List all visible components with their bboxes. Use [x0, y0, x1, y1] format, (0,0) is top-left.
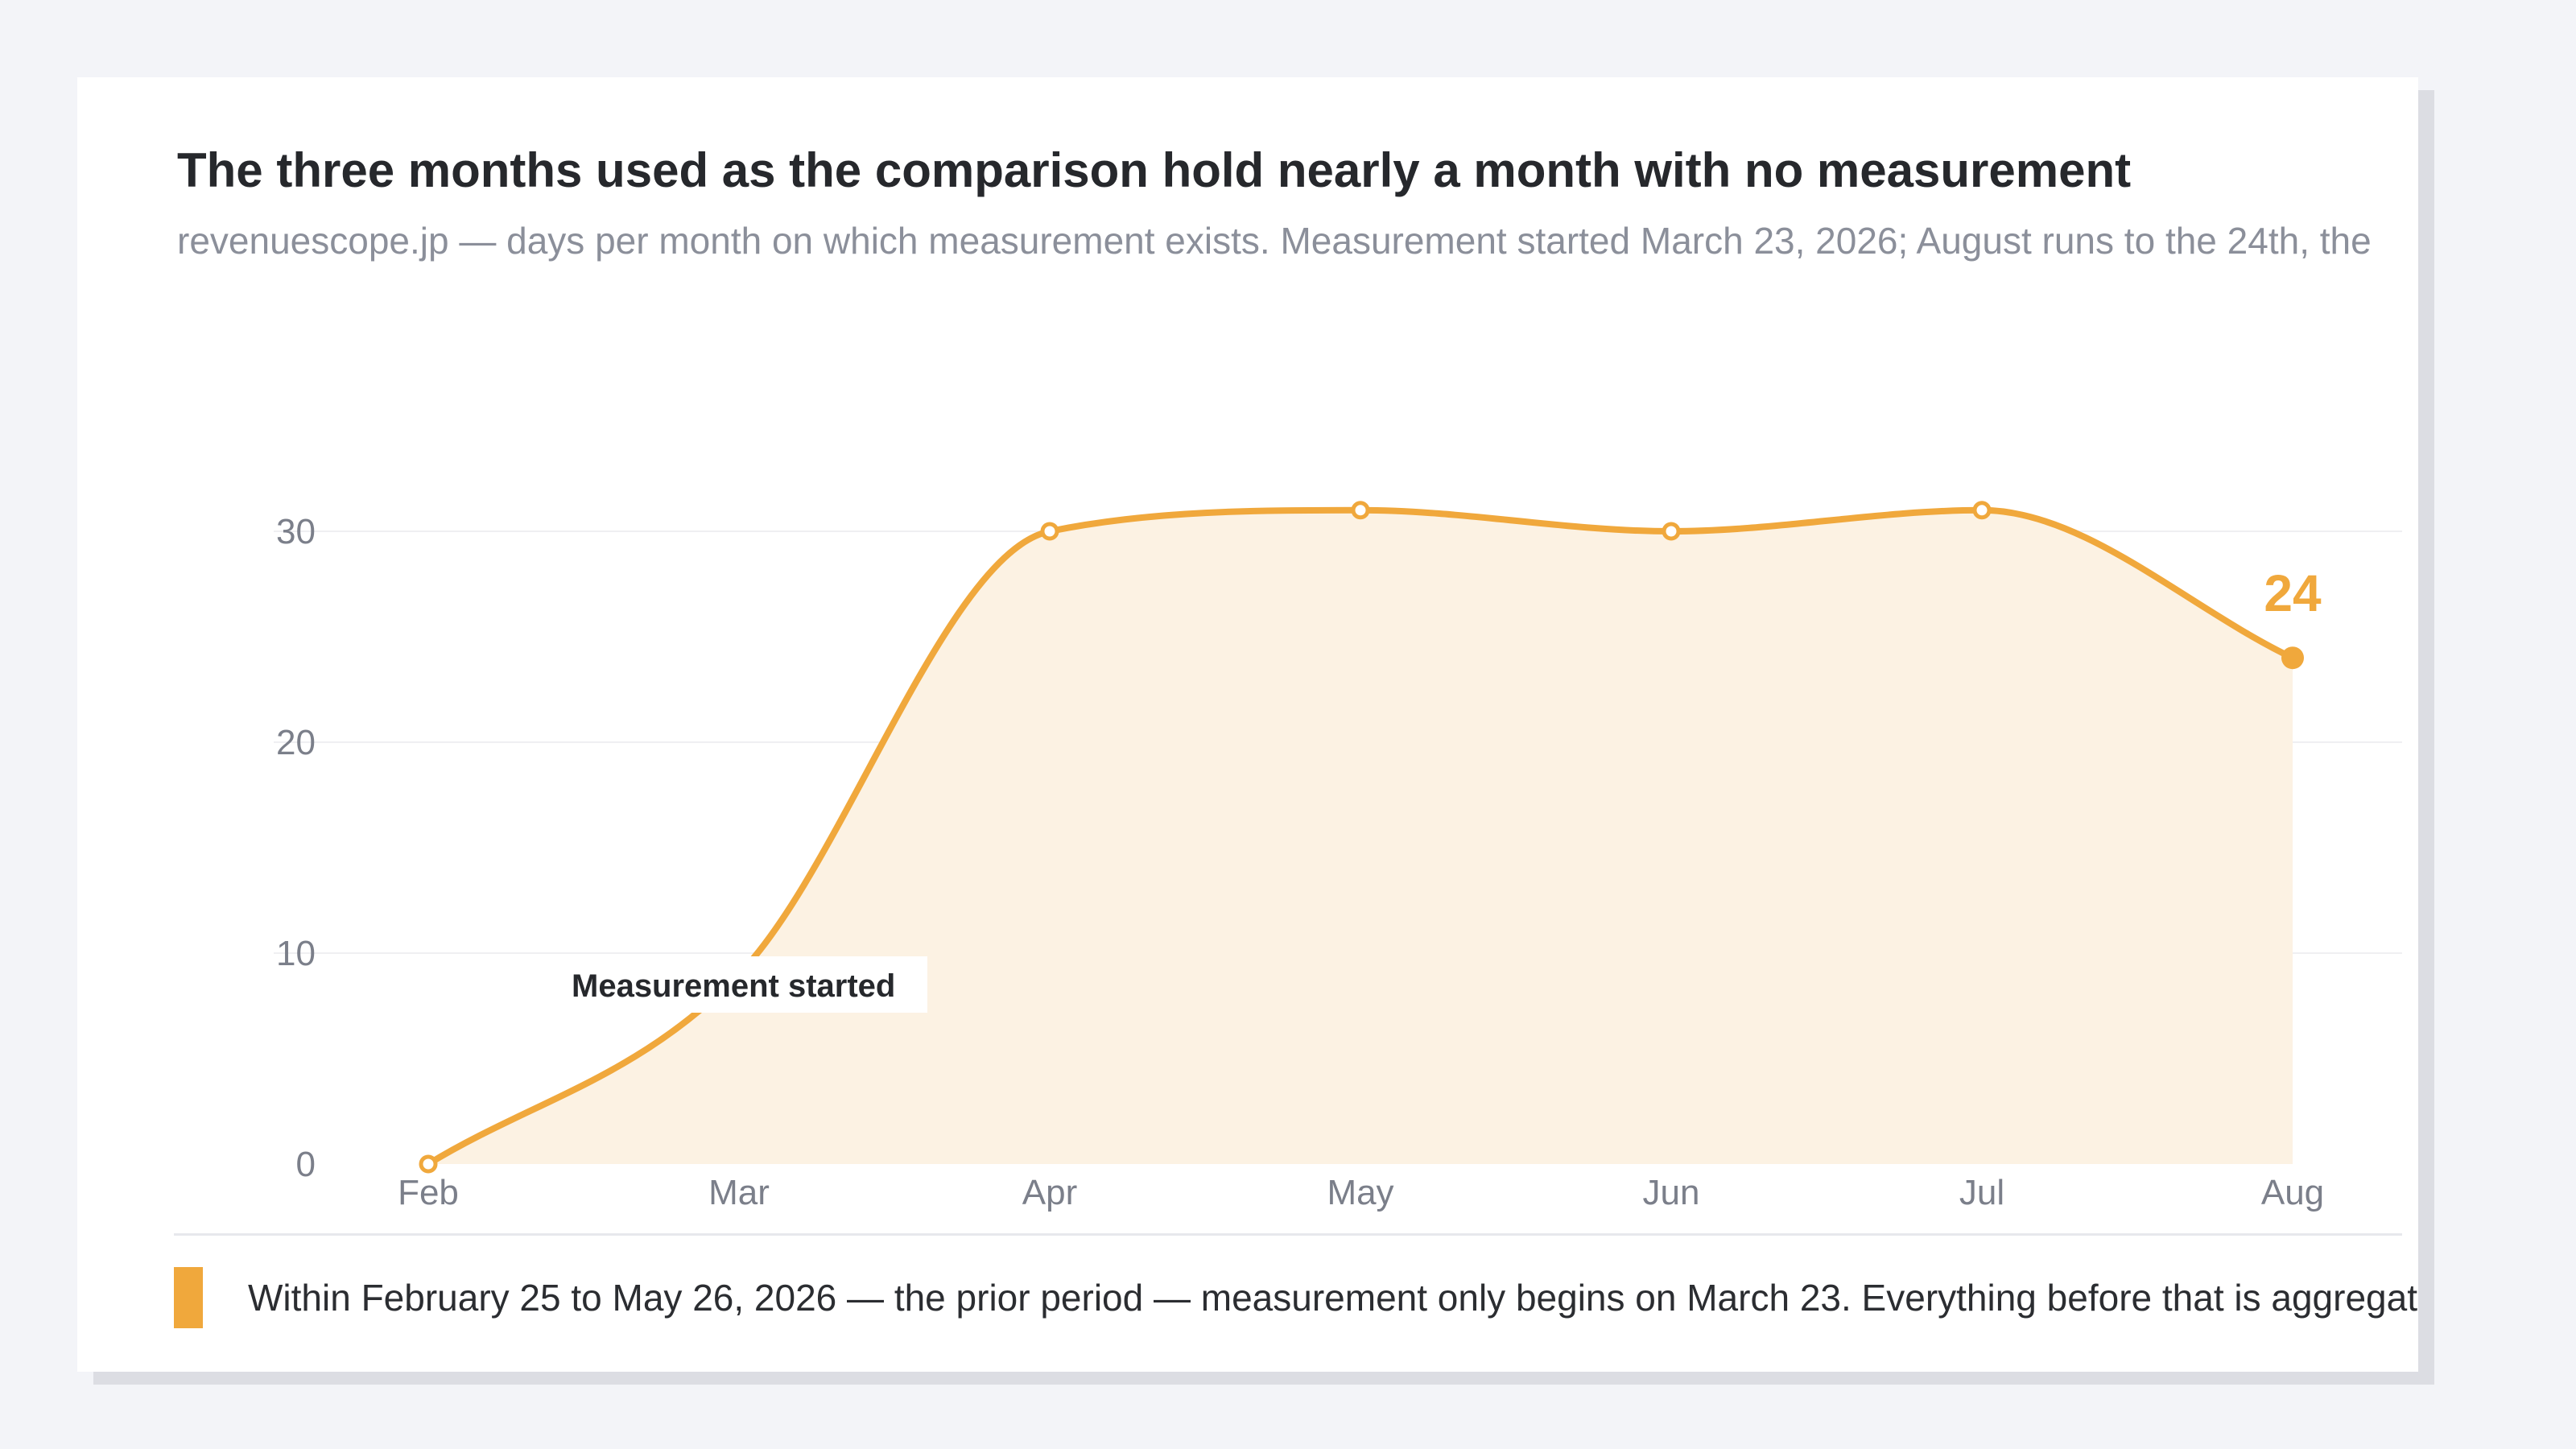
area-fill	[428, 510, 2293, 1164]
x-tick-label: Mar	[708, 1173, 770, 1212]
data-point	[1662, 522, 1681, 541]
footnote-swatch	[174, 1267, 203, 1328]
footnote-divider	[174, 1233, 2402, 1236]
data-point	[1040, 522, 1059, 541]
y-tick-label: 10	[276, 934, 316, 973]
chart-subtitle: revenuescope.jp — days per month on whic…	[177, 220, 2372, 262]
end-point	[2281, 646, 2304, 670]
x-tick-label: Jun	[1643, 1173, 1700, 1212]
annotation-label: Measurement started	[572, 968, 895, 1004]
x-tick-label: Aug	[2261, 1173, 2324, 1212]
y-tick-label: 20	[276, 723, 316, 762]
x-tick-label: Apr	[1022, 1173, 1077, 1212]
data-point	[1972, 501, 1992, 520]
x-tick-label: Jul	[1959, 1173, 2004, 1212]
footnote: Within February 25 to May 26, 2026 — the…	[174, 1265, 2418, 1330]
chart-card: The three months used as the comparison …	[77, 77, 2418, 1372]
footnote-text: Within February 25 to May 26, 2026 — the…	[248, 1277, 2418, 1319]
chart-title: The three months used as the comparison …	[177, 143, 2132, 197]
y-tick-label: 30	[276, 512, 316, 551]
y-tick-label: 0	[296, 1145, 316, 1184]
data-point	[1351, 501, 1370, 520]
end-value-label: 24	[2264, 564, 2322, 622]
area-chart: 0 10 20 30 24 Feb Mar Apr May Jun Jul Aug Measuremen…	[274, 501, 2402, 1212]
x-tick-label: May	[1327, 1173, 1393, 1212]
data-point	[419, 1154, 438, 1174]
x-tick-label: Feb	[398, 1173, 459, 1212]
annotation-box	[564, 956, 927, 1013]
